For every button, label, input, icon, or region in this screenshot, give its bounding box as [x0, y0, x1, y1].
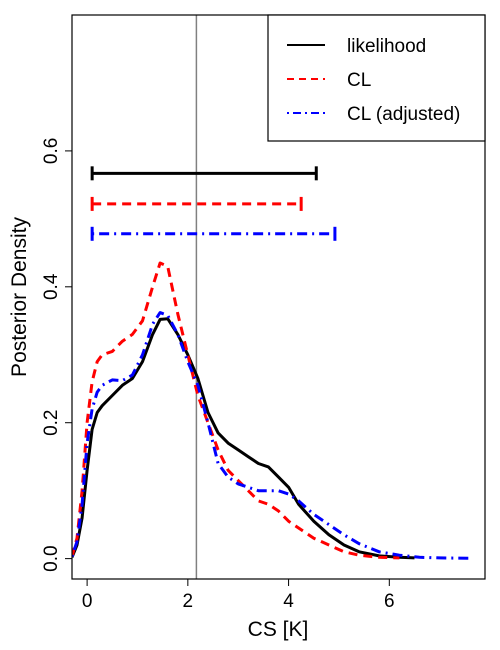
- series-line-1: [72, 261, 400, 560]
- y-axis-label: Posterior Density: [8, 217, 31, 377]
- interval-layer: [90, 166, 337, 241]
- series-line-0: [72, 317, 415, 560]
- legend-label-0: likelihood: [347, 36, 426, 57]
- x-tick-label: 0: [82, 591, 93, 612]
- y-tick-label: 0.0: [41, 545, 62, 571]
- legend: likelihood CL CL (adjusted): [267, 14, 486, 142]
- x-tick-label: 6: [384, 591, 395, 612]
- x-tick-label: 4: [283, 591, 294, 612]
- series-layer: [72, 261, 470, 560]
- x-tick-label: 2: [183, 591, 194, 612]
- legend-label-2: CL (adjusted): [347, 104, 460, 125]
- y-tick-label: 0.6: [41, 138, 62, 164]
- y-tick-label: 0.4: [41, 273, 62, 300]
- legend-label-1: CL: [347, 70, 371, 91]
- x-axis-label: CS [K]: [248, 618, 309, 641]
- axes-layer: 0 2 4 6 0.0 0.2 0.4 0.6: [41, 138, 395, 612]
- series-line-2: [72, 311, 470, 560]
- y-tick-label: 0.2: [41, 409, 62, 435]
